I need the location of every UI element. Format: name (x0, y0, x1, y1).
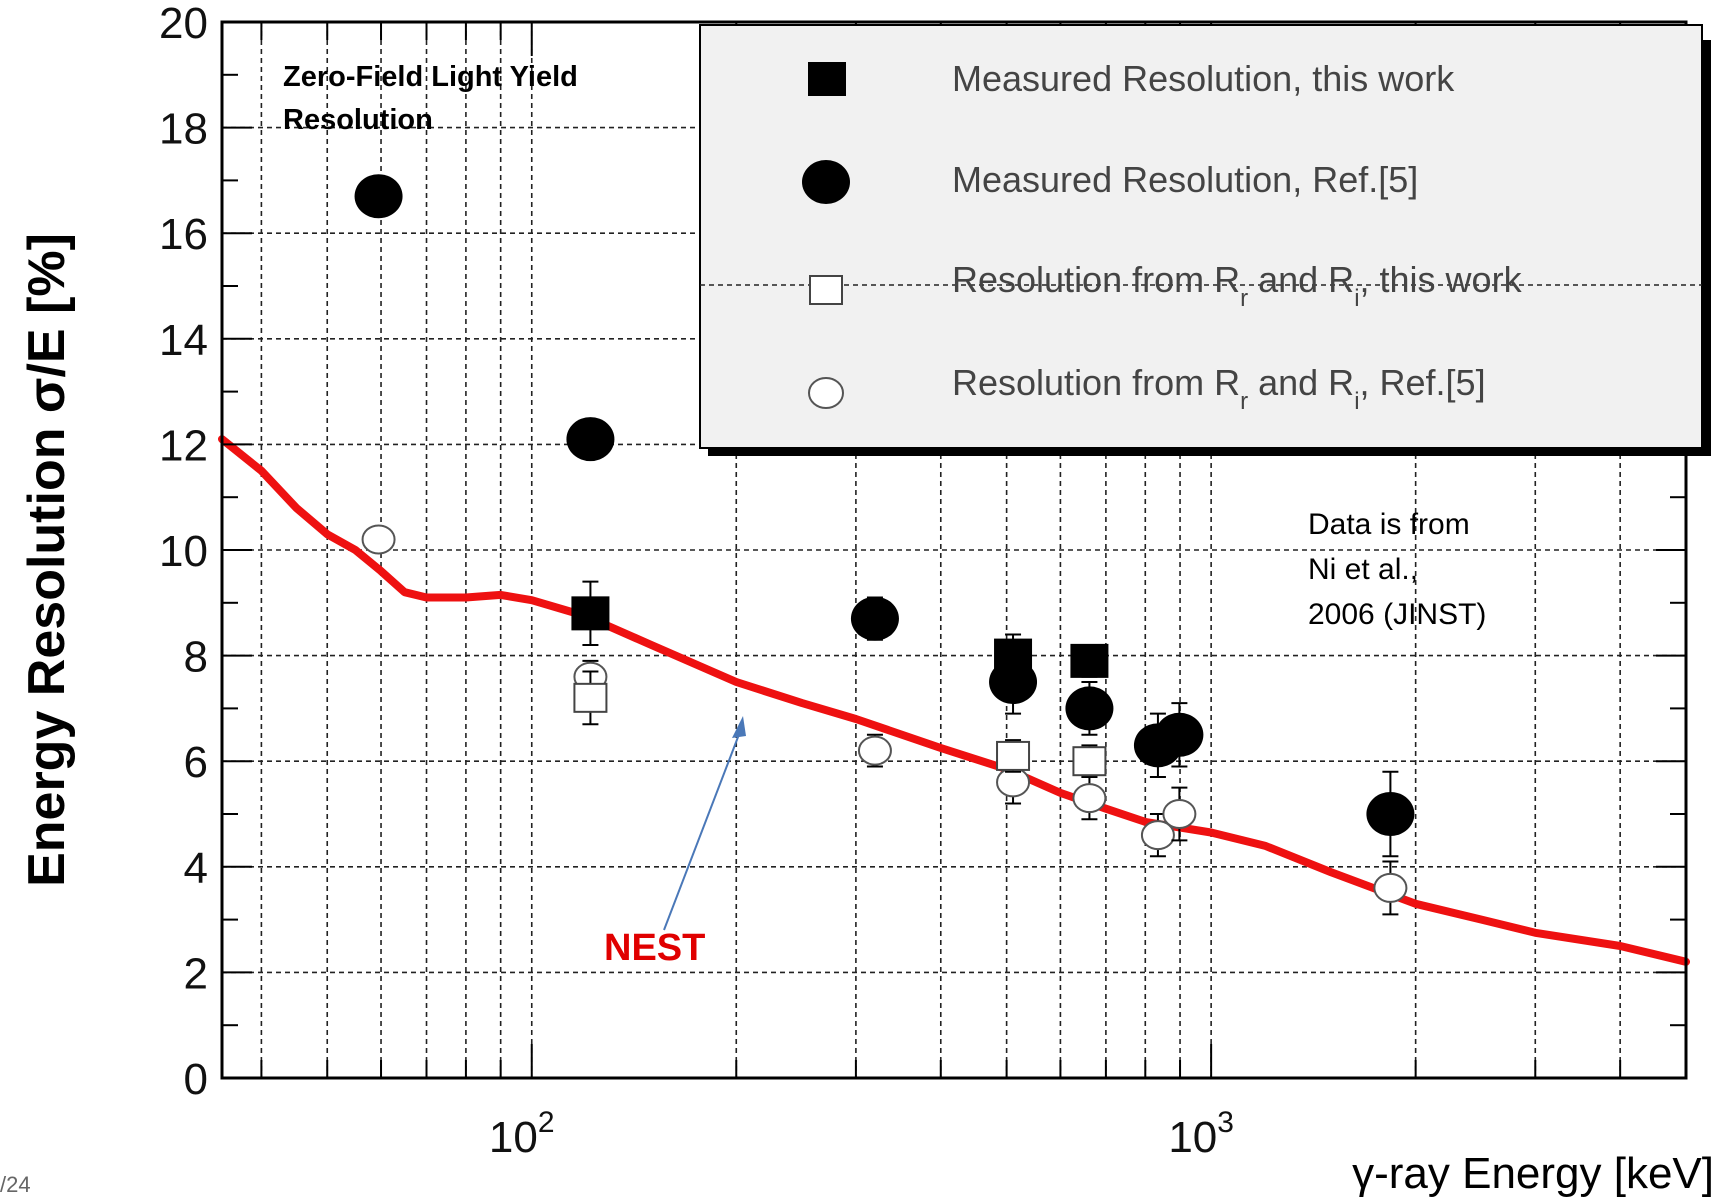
point-open-square (996, 740, 1031, 771)
note-line-1: Data is from (1308, 508, 1470, 541)
nest-arrow (663, 723, 744, 931)
data-points (354, 174, 1415, 916)
point-filled-circle (1065, 686, 1114, 731)
nest-arrow-head (732, 716, 746, 738)
x-tick-label: 103 (1168, 1106, 1234, 1162)
y-tick-label: 12 (159, 421, 208, 470)
point-open-circle (1140, 820, 1175, 851)
y-tick-label: 18 (159, 105, 208, 154)
legend-marker-open-circle (808, 377, 844, 409)
point-filled-circle (1366, 792, 1415, 836)
y-tick-label: 6 (184, 738, 208, 787)
nest-curve-line (218, 435, 1690, 966)
note-line-3: 2006 (JINST) (1308, 598, 1486, 631)
legend-marker-filled-circle (802, 160, 850, 204)
x-axis-label: γ-ray Energy [keV] (1352, 1149, 1714, 1198)
annotation-line-2: Resolution (283, 104, 433, 136)
y-axis-label: Energy Resolution σ/E [%] (18, 233, 76, 887)
point-open-circle (857, 735, 892, 766)
legend-marker-open-square (809, 275, 843, 305)
annotation-line-1: Zero-Field Light Yield (283, 61, 578, 93)
point-open-circle (1373, 872, 1408, 903)
legend: Measured Resolution, this work Measured … (699, 24, 1711, 456)
page-number: /24 (0, 1172, 31, 1197)
axis-ticks: 0 2 4 6 8 10 12 14 16 18 20 102 103 (159, 0, 1687, 1162)
point-filled-circle (850, 596, 899, 641)
y-tick-label: 10 (159, 527, 208, 576)
y-tick-label: 16 (159, 210, 208, 259)
nest-label: NEST (604, 927, 705, 969)
nest-curve (218, 435, 1690, 966)
legend-box (699, 24, 1703, 449)
point-open-circle (1162, 799, 1197, 829)
legend-label-1: Measured Resolution, Ref.[5] (952, 159, 1418, 200)
point-open-square (1072, 746, 1107, 777)
y-tick-label: 20 (159, 0, 208, 48)
point-open-circle (361, 524, 396, 555)
point-open-square (573, 682, 608, 713)
point-filled-circle (354, 174, 403, 219)
point-filled-circle (1155, 712, 1204, 757)
note-line-2: Ni et al., (1308, 553, 1418, 586)
point-filled-square (994, 638, 1033, 673)
y-tick-label: 0 (184, 1055, 208, 1104)
y-tick-label: 14 (159, 316, 208, 365)
y-tick-label: 8 (184, 633, 208, 682)
point-filled-circle (566, 417, 615, 462)
y-tick-label: 2 (184, 949, 208, 998)
point-filled-square (571, 596, 610, 631)
legend-marker-filled-square (808, 62, 846, 96)
legend-label-0: Measured Resolution, this work (952, 58, 1455, 99)
point-open-circle (1072, 783, 1107, 814)
point-filled-square (1070, 643, 1109, 678)
x-tick-label: 102 (489, 1106, 555, 1162)
y-tick-label: 4 (184, 844, 208, 893)
